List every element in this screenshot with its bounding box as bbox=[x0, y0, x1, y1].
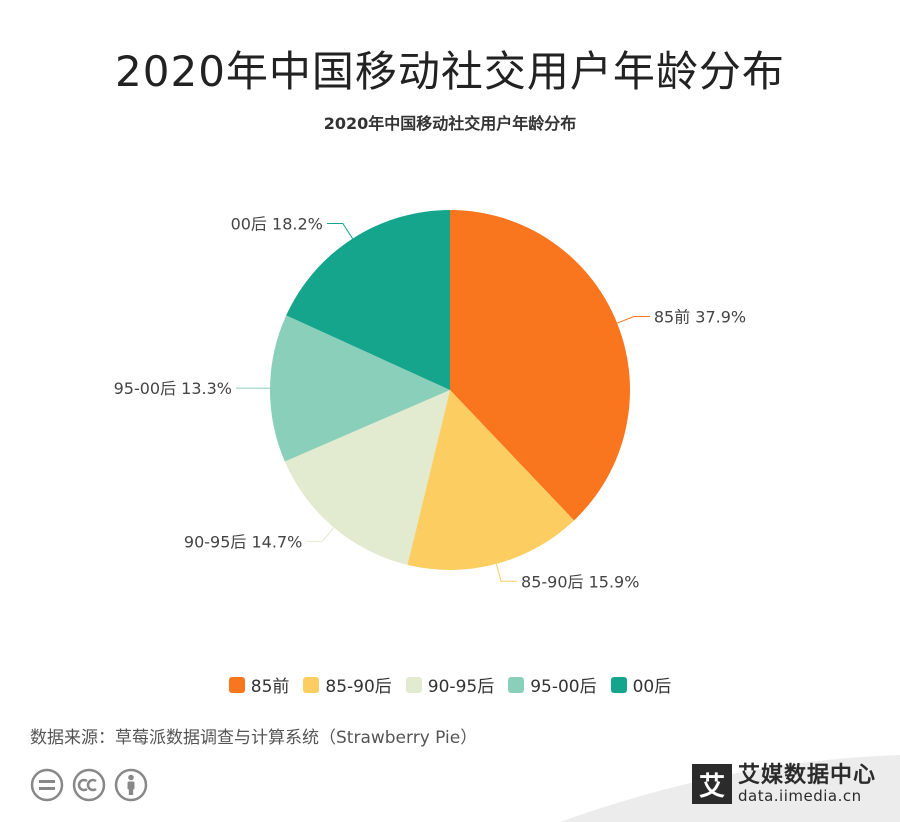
legend-label: 85-90后 bbox=[325, 677, 392, 697]
brand-url: data.iimedia.cn bbox=[737, 787, 862, 806]
legend-item-3[interactable]: 90-95后 bbox=[405, 672, 495, 697]
slice-label-4: 95-00后 13.3% bbox=[114, 379, 232, 398]
legend-label: 90-95后 bbox=[427, 677, 495, 697]
legend-swatch bbox=[610, 676, 627, 693]
legend-item-4[interactable]: 95-00后 bbox=[508, 672, 597, 697]
slice-label-2: 85-90后 15.9% bbox=[521, 572, 639, 591]
brand-name: 艾媒数据中心 bbox=[737, 763, 876, 788]
chart-legend: 85前 85-90后 90-95后 95-00后 00后 bbox=[0, 672, 900, 697]
slice-label-1: 85前 37.9% bbox=[654, 308, 746, 327]
pie-slice-4 bbox=[270, 315, 450, 462]
brand: 艾 艾媒数据中心 data.iimedia.cn bbox=[691, 763, 876, 806]
page-title: 2020年中国移动社交用户年龄分布 bbox=[115, 47, 785, 96]
leader-line-2 bbox=[495, 563, 518, 582]
legend-item-2[interactable]: 85-90后 bbox=[303, 672, 392, 697]
pie-slice-1 bbox=[450, 210, 630, 521]
pie-slice-5 bbox=[286, 210, 450, 390]
legend-swatch bbox=[303, 676, 320, 693]
legend-label: 95-00后 bbox=[530, 677, 597, 697]
slice-label-5: 00后 18.2% bbox=[231, 214, 323, 233]
legend-item-1[interactable]: 85前 bbox=[228, 672, 290, 697]
leader-line-1 bbox=[616, 316, 650, 324]
legend-swatch bbox=[405, 676, 422, 693]
leader-line-5 bbox=[326, 222, 354, 239]
data-source: 数据来源：草莓派数据调查与计算系统（Strawberry Pie） bbox=[30, 728, 478, 748]
person-icon bbox=[114, 768, 148, 802]
slice-label-3: 90-95后 14.7% bbox=[184, 532, 302, 551]
legend-swatch bbox=[228, 676, 245, 693]
pie-slice-2 bbox=[407, 390, 575, 571]
cc-icon bbox=[72, 768, 106, 802]
pie-chart: 85前 37.9% 85-90后 15.9% 90-95后 14.7% 95-00后 … bbox=[114, 210, 746, 591]
legend-label: 00后 bbox=[632, 677, 672, 697]
pie-slice-3 bbox=[284, 390, 450, 565]
license-icons bbox=[30, 768, 148, 802]
legend-swatch bbox=[508, 676, 525, 693]
legend-item-5[interactable]: 00后 bbox=[610, 672, 672, 697]
legend-label: 85前 bbox=[250, 677, 290, 697]
leader-line-3 bbox=[306, 527, 335, 542]
equal-icon bbox=[30, 768, 64, 802]
chart-title: 2020年中国移动社交用户年龄分布 bbox=[323, 114, 577, 133]
brand-logo: 艾 bbox=[691, 764, 732, 805]
